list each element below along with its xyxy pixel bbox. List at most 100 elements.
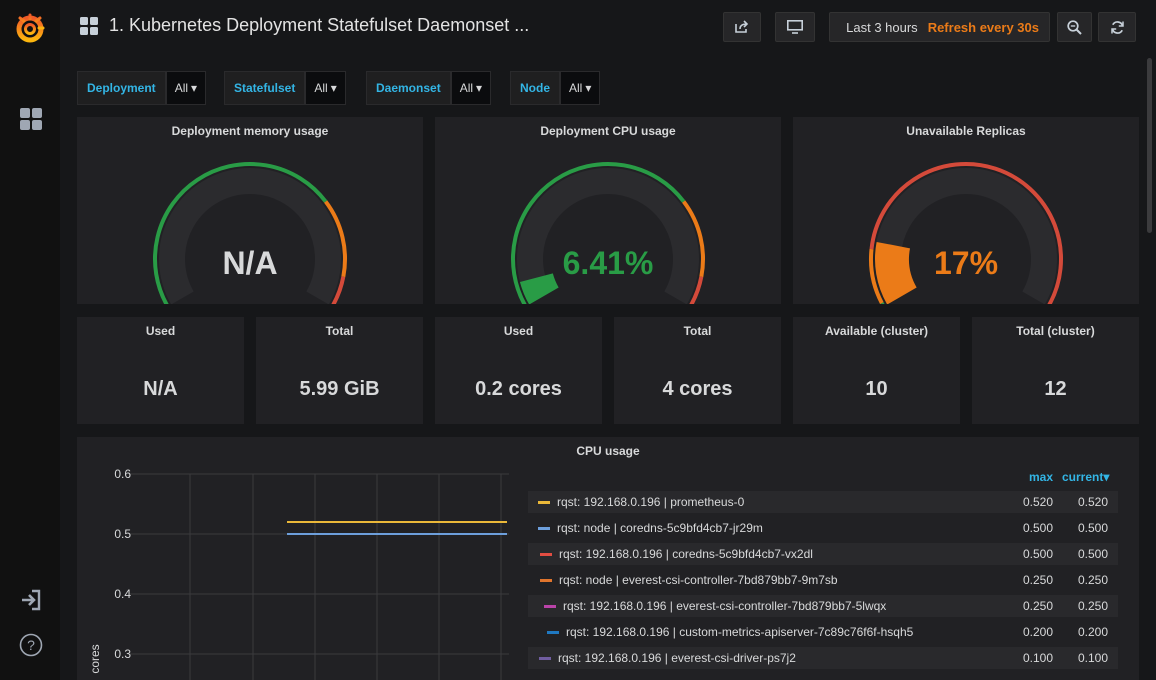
stat-memory-used: Used N/A	[77, 317, 244, 424]
dashboards-icon[interactable]	[20, 108, 42, 130]
gauge-value: N/A	[222, 245, 277, 281]
help-icon[interactable]: ?	[19, 633, 43, 657]
legend-color-swatch[interactable]	[540, 579, 552, 582]
variable-node: Node All ▾	[510, 71, 601, 105]
legend-series-name[interactable]: rqst: node | everest-csi-controller-7bd8…	[559, 573, 838, 587]
legend-current-value: 0.250	[1077, 599, 1108, 613]
refresh-button[interactable]	[1098, 12, 1136, 42]
legend-max-value: 0.250	[1022, 599, 1053, 613]
legend-series-name[interactable]: rqst: 192.168.0.196 | coredns-5c9bfd4cb7…	[559, 547, 813, 561]
stat-value: 10	[865, 378, 888, 400]
variable-label: Node	[510, 71, 560, 105]
panel-title[interactable]: Total	[683, 324, 712, 338]
legend-item[interactable]: rqst: 192.168.0.196 | prometheus-0 0.520 0…	[528, 491, 1118, 513]
gauge-threshold-band	[869, 162, 1063, 304]
y-tick-label: 0.5	[114, 527, 131, 541]
legend-series-name[interactable]: rqst: 192.168.0.196 | prometheus-0	[557, 495, 745, 509]
gauge-threshold-band	[324, 200, 347, 278]
y-tick-label: 0.6	[114, 467, 131, 481]
stat-value: N/A	[143, 378, 178, 400]
legend-series-name[interactable]: rqst: node | coredns-5c9bfd4cb7-jr29m	[557, 521, 763, 535]
legend-current-value: 0.200	[1077, 625, 1108, 639]
panel-title[interactable]: Used	[145, 324, 176, 338]
variable-label: Statefulset	[224, 71, 306, 105]
legend-color-swatch[interactable]	[547, 631, 559, 634]
gauge-value-fill	[875, 241, 917, 304]
legend-item[interactable]: rqst: 192.168.0.196 | everest-csi-driver…	[528, 647, 1118, 669]
gauge-threshold-band	[869, 248, 884, 304]
legend-color-swatch[interactable]	[538, 527, 550, 530]
panel-title[interactable]: Used	[503, 324, 534, 338]
legend-series-name[interactable]: rqst: 192.168.0.196 | everest-csi-driver…	[558, 651, 796, 665]
side-menu: ?	[0, 0, 60, 680]
legend-current-value: 0.520	[1077, 495, 1108, 509]
share-button[interactable]	[723, 12, 761, 42]
scrollbar[interactable]	[1147, 58, 1152, 233]
tv-icon	[787, 20, 803, 34]
dashboard-grid-icon	[80, 17, 98, 35]
panel-title[interactable]: Deployment CPU usage	[540, 124, 676, 138]
gauge-value: 6.41%	[563, 245, 654, 281]
dashboard-title[interactable]: 1. Kubernetes Deployment Statefulset Dae…	[109, 15, 530, 35]
legend-color-swatch[interactable]	[538, 501, 550, 504]
panel-title[interactable]: CPU usage	[576, 444, 640, 458]
legend-item[interactable]: rqst: 192.168.0.196 | everest-csi-contro…	[528, 595, 1118, 617]
cycle-view-mode-button[interactable]	[775, 12, 815, 42]
legend-item[interactable]: rqst: node | coredns-5c9bfd4cb7-jr29m 0.5…	[528, 517, 1118, 539]
legend-max-value: 0.500	[1022, 547, 1053, 561]
gauge-value-fill	[519, 272, 559, 304]
legend-series-name[interactable]: rqst: 192.168.0.196 | custom-metrics-api…	[566, 625, 914, 639]
panel-deployment-memory-usage: Deployment memory usage N/A	[77, 117, 423, 304]
caret-down-icon: ▾	[330, 81, 337, 95]
gauge-value: 17%	[934, 245, 998, 281]
gauge-cpu: 6.41%	[511, 162, 705, 304]
zoom-out-button[interactable]	[1057, 12, 1092, 42]
sign-in-icon[interactable]	[20, 589, 42, 611]
stat-value: 12	[1044, 378, 1067, 400]
variable-statefulset: Statefulset All ▾	[224, 71, 346, 105]
time-range-label: Last 3 hours	[846, 19, 918, 35]
variable-daemonset: Daemonset All ▾	[366, 71, 492, 105]
variable-select-node[interactable]: All ▾	[560, 71, 601, 105]
cpu-usage-chart[interactable]: 0.6 0.5 0.4 0.3 cores	[77, 437, 517, 680]
stat-total-cluster: Total (cluster) 12	[972, 317, 1139, 424]
legend-max-value: 0.100	[1022, 651, 1053, 665]
svg-text:?: ?	[27, 637, 35, 653]
gauge-threshold-band	[682, 200, 705, 278]
legend-item[interactable]: rqst: 192.168.0.196 | coredns-5c9bfd4cb7…	[528, 543, 1118, 565]
variable-select-deployment[interactable]: All ▾	[165, 71, 207, 105]
legend-item[interactable]: rqst: 192.168.0.196 | custom-metrics-api…	[528, 621, 1118, 643]
panel-title[interactable]: Available (cluster)	[825, 324, 928, 338]
panel-title[interactable]: Total	[325, 324, 354, 338]
legend-color-swatch[interactable]	[539, 657, 551, 660]
panel-title[interactable]: Total (cluster)	[1016, 324, 1095, 338]
stat-cpu-used: Used 0.2 cores	[435, 317, 602, 424]
caret-down-icon: ▾	[476, 81, 483, 95]
gauge-threshold-band	[880, 302, 885, 304]
legend-item[interactable]: rqst: node | everest-csi-controller-7bd8…	[528, 569, 1118, 591]
grafana-logo[interactable]	[14, 12, 46, 44]
gauge-track	[159, 168, 341, 304]
time-picker-button[interactable]: Last 3 hours Refresh every 30s	[829, 12, 1050, 42]
zoom-out-icon	[1067, 19, 1082, 35]
gauge-threshold-band	[153, 162, 328, 304]
legend-max-value: 0.520	[1022, 495, 1053, 509]
sort-desc-icon: ▾	[1103, 470, 1110, 484]
legend-header-max[interactable]: max	[1029, 470, 1054, 484]
legend-color-swatch[interactable]	[544, 605, 556, 608]
y-axis-label: cores	[88, 644, 102, 673]
legend-max-value: 0.250	[1022, 573, 1053, 587]
legend-color-swatch[interactable]	[540, 553, 552, 556]
variable-label: Deployment	[77, 71, 166, 105]
legend-max-value: 0.200	[1022, 625, 1053, 639]
gauge-replicas: 17%	[869, 162, 1063, 304]
variable-select-daemonset[interactable]: All ▾	[450, 71, 492, 105]
dashboard-navbar: 1. Kubernetes Deployment Statefulset Dae…	[60, 0, 1156, 56]
variable-select-statefulset[interactable]: All ▾	[305, 71, 346, 105]
panel-title[interactable]: Deployment memory usage	[171, 124, 329, 138]
legend-series-name[interactable]: rqst: 192.168.0.196 | everest-csi-contro…	[563, 599, 887, 613]
stat-value: 4 cores	[662, 378, 733, 400]
stat-available-cluster: Available (cluster) 10	[793, 317, 960, 424]
legend-header-current[interactable]: current▾	[1062, 470, 1110, 484]
panel-title[interactable]: Unavailable Replicas	[906, 124, 1026, 138]
